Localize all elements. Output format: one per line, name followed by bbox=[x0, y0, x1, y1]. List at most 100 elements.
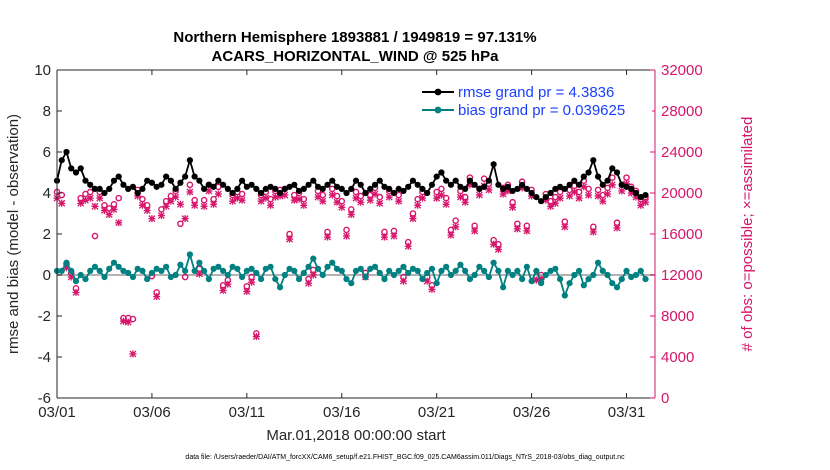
bias-point bbox=[68, 267, 75, 274]
rmse-point bbox=[523, 185, 530, 192]
rmse-point bbox=[319, 185, 326, 192]
bias-point bbox=[139, 267, 146, 274]
bias-point bbox=[87, 267, 94, 274]
rmse-point bbox=[129, 183, 137, 190]
obs-assimilated-point bbox=[613, 224, 621, 232]
obs-assimilated-point bbox=[409, 215, 417, 223]
bias-point bbox=[348, 280, 355, 287]
rmse-point bbox=[537, 198, 545, 205]
rmse-point bbox=[305, 181, 312, 188]
bias-point bbox=[585, 276, 592, 283]
rmse-point bbox=[68, 165, 75, 172]
rmse-point bbox=[125, 185, 132, 192]
rmse-point bbox=[82, 177, 89, 184]
bias-point bbox=[134, 265, 141, 272]
bias-point bbox=[272, 276, 279, 283]
y-left-tick-label: 6 bbox=[43, 144, 51, 161]
obs-assimilated-point bbox=[494, 245, 502, 253]
rmse-point bbox=[338, 185, 345, 192]
bias-point bbox=[257, 276, 265, 283]
legend-bias-marker bbox=[434, 106, 442, 114]
obs-assimilated-point bbox=[399, 277, 407, 285]
bias-point bbox=[120, 267, 127, 274]
rmse-point bbox=[272, 185, 279, 192]
obs-possible-point bbox=[599, 191, 607, 199]
bias-point bbox=[533, 267, 540, 274]
obs-assimilated-point bbox=[305, 279, 313, 287]
y-right-tick-label: 4000 bbox=[661, 349, 694, 366]
bias-point bbox=[253, 269, 260, 277]
bias-point bbox=[367, 265, 374, 272]
rmse-point bbox=[182, 173, 189, 180]
obs-possible-point bbox=[319, 191, 327, 199]
rmse-point bbox=[77, 165, 84, 172]
bias-point bbox=[182, 267, 189, 274]
rmse-point bbox=[457, 183, 464, 190]
obs-assimilated-point bbox=[608, 181, 616, 189]
obs-possible-point bbox=[186, 181, 194, 189]
rmse-point bbox=[333, 183, 341, 190]
rmse-point bbox=[590, 157, 597, 164]
obs-assimilated-point bbox=[452, 223, 460, 231]
obs-possible-point bbox=[181, 273, 189, 281]
bias-point bbox=[419, 276, 426, 283]
obs-assimilated-point bbox=[58, 199, 66, 207]
bias-point bbox=[234, 265, 241, 272]
rmse-point bbox=[575, 181, 583, 188]
rmse-point bbox=[343, 189, 350, 197]
rmse-point bbox=[267, 183, 274, 190]
bias-point bbox=[248, 265, 255, 272]
bias-point bbox=[238, 273, 246, 281]
bias-point bbox=[186, 251, 193, 258]
rmse-point bbox=[72, 169, 80, 176]
obs-possible-point bbox=[91, 232, 99, 240]
rmse-point bbox=[172, 185, 179, 192]
rmse-point bbox=[623, 183, 630, 190]
bias-point bbox=[286, 265, 293, 272]
rmse-point bbox=[509, 187, 516, 195]
bias-point bbox=[433, 280, 440, 287]
rmse-point bbox=[637, 194, 644, 201]
obs-assimilated-point bbox=[252, 333, 260, 340]
obs-possible-point bbox=[604, 184, 611, 192]
bias-point bbox=[72, 278, 80, 285]
bias-point bbox=[566, 280, 573, 287]
bias-point bbox=[82, 276, 89, 283]
rmse-point bbox=[158, 181, 165, 188]
rmse-point bbox=[390, 189, 398, 197]
bias-point bbox=[514, 267, 521, 274]
rmse-point bbox=[485, 177, 492, 184]
legend: rmse grand pr = 4.3836 bias grand pr = 0… bbox=[416, 80, 652, 120]
obs-possible-point bbox=[158, 206, 165, 213]
bias-point bbox=[314, 265, 322, 272]
bias-point bbox=[58, 267, 65, 274]
obs-assimilated-point bbox=[642, 198, 650, 206]
obs-assimilated-point bbox=[153, 293, 161, 301]
rmse-point bbox=[248, 181, 255, 188]
obs-assimilated-point bbox=[210, 200, 218, 208]
obs-assimilated-point bbox=[181, 215, 189, 223]
bias-point bbox=[196, 259, 203, 266]
y-right-tick-label: 32000 bbox=[661, 62, 703, 79]
bias-point bbox=[400, 263, 407, 270]
obs-assimilated-point bbox=[395, 197, 403, 205]
bias-point bbox=[101, 273, 108, 281]
bias-point bbox=[357, 265, 364, 272]
rmse-point bbox=[495, 181, 502, 188]
rmse-point bbox=[433, 173, 440, 180]
rmse-point bbox=[571, 177, 578, 184]
y-right-tick-label: 28000 bbox=[661, 103, 703, 120]
bias-point bbox=[623, 267, 630, 274]
rmse-point bbox=[452, 177, 459, 184]
obs-layer bbox=[53, 174, 650, 358]
obs-assimilated-point bbox=[129, 350, 137, 358]
bias-point bbox=[504, 267, 511, 274]
bias-point bbox=[386, 267, 393, 274]
rmse-point bbox=[234, 185, 241, 192]
bias-point bbox=[609, 280, 616, 287]
bias-point bbox=[191, 267, 198, 274]
bias-point bbox=[495, 267, 502, 274]
bias-point bbox=[438, 267, 445, 274]
obs-possible-point bbox=[300, 195, 308, 203]
bias-point bbox=[519, 276, 526, 283]
